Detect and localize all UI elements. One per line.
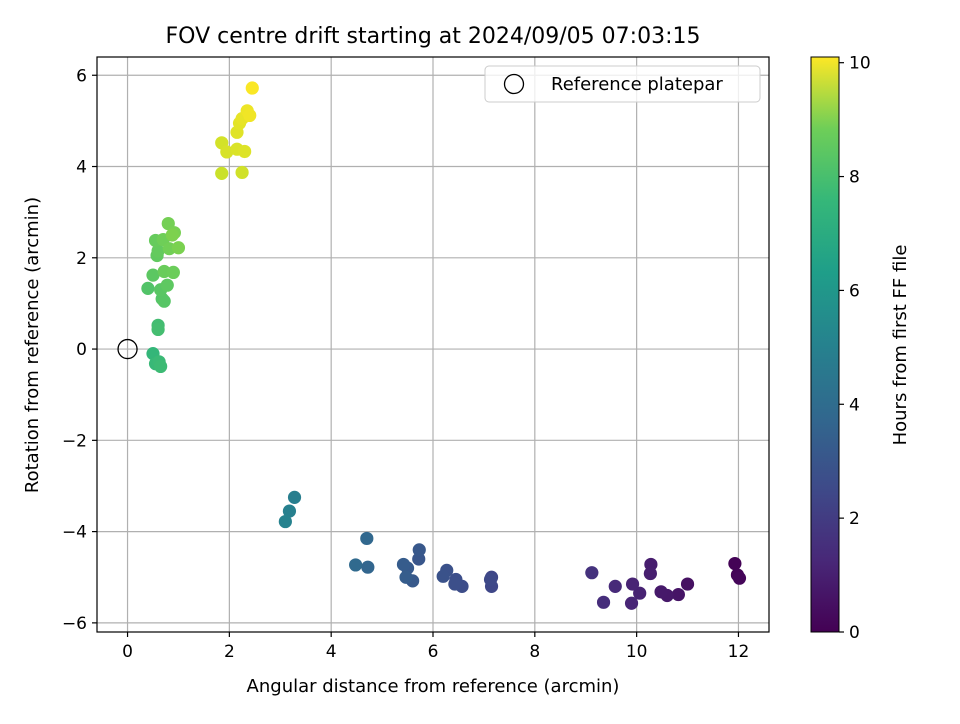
plot-frame: [96, 56, 770, 633]
y-axis-label: Rotation from reference (arcmin): [22, 197, 43, 493]
scatter-point: [146, 268, 160, 282]
y-tick-label: 6: [76, 66, 87, 86]
scatter-point: [160, 278, 174, 292]
scatter-point: [151, 322, 165, 337]
chart-title: FOV centre drift starting at 2024/09/05 …: [166, 24, 701, 49]
scatter-point: [235, 165, 249, 180]
x-tick-label: 0: [122, 642, 133, 662]
scatter-point: [608, 579, 622, 593]
scatter-point: [141, 281, 155, 295]
legend-box: [484, 65, 761, 103]
colorbar: 0 2 4 6 8 10 Hours from first FF file: [810, 54, 911, 643]
scatter-point: [238, 144, 252, 159]
scatter-point: [282, 504, 297, 518]
scatter-point: [349, 558, 363, 572]
axis-ticks: 0 2 4 6 8 10 12 −6 −4 −2 0 2 4 6: [62, 66, 749, 662]
scatter-point: [412, 543, 426, 557]
scatter-point: [654, 585, 668, 599]
scatter-point: [151, 244, 165, 258]
data-points: [117, 81, 747, 610]
x-axis-label: Angular distance from reference (arcmin): [247, 676, 620, 697]
y-tick-label: 2: [76, 249, 87, 269]
x-tick-label: 2: [224, 642, 235, 662]
colorbar-tick-label: 8: [849, 168, 860, 188]
scatter-point: [215, 166, 229, 180]
x-tick-label: 4: [326, 642, 337, 662]
colorbar-ticks: 0 2 4 6 8 10: [839, 54, 871, 643]
y-tick-label: 0: [76, 340, 87, 360]
scatter-point: [680, 577, 695, 591]
colorbar-tick-label: 0: [849, 623, 860, 643]
scatter-point: [396, 557, 411, 572]
scatter-point: [585, 566, 599, 580]
scatter-point: [728, 556, 742, 571]
scatter-point: [287, 490, 302, 504]
scatter-point: [243, 108, 257, 123]
legend: Reference platepar: [484, 65, 761, 103]
y-tick-label: −4: [62, 523, 87, 543]
scatter-point: [166, 265, 180, 279]
scatter-point: [278, 514, 292, 529]
colorbar-gradient: [810, 56, 840, 633]
scatter-point: [399, 570, 413, 584]
scatter-point: [643, 566, 657, 581]
scatter-point: [220, 145, 234, 159]
grid-lines: [97, 57, 769, 632]
scatter-point: [483, 572, 498, 587]
y-tick-label: 4: [76, 158, 87, 178]
legend-entry-label: Reference platepar: [551, 74, 723, 95]
scatter-point: [596, 595, 611, 609]
scatter-point: [171, 241, 186, 255]
x-tick-label: 10: [626, 642, 648, 662]
scatter-point: [448, 577, 462, 591]
scatter-point: [361, 560, 375, 574]
reference-platepar-marker: [117, 338, 138, 360]
scatter-point: [625, 577, 640, 591]
scatter-point: [624, 596, 639, 610]
colorbar-label: Hours from first FF file: [890, 245, 911, 446]
scatter-point: [671, 587, 685, 602]
scatter-point: [165, 228, 179, 242]
scatter-point: [732, 571, 747, 585]
x-tick-label: 8: [529, 642, 540, 662]
scatter-point: [436, 569, 450, 583]
scatter-point: [360, 531, 374, 546]
y-tick-label: −2: [62, 431, 87, 451]
colorbar-tick-label: 4: [849, 395, 860, 415]
scatter-point: [633, 586, 647, 600]
x-tick-label: 12: [728, 642, 750, 662]
y-tick-label: −6: [62, 614, 87, 634]
scatter-point: [245, 81, 259, 95]
colorbar-tick-label: 6: [849, 281, 860, 301]
colorbar-tick-label: 10: [849, 54, 871, 74]
scatter-point: [157, 294, 171, 308]
colorbar-tick-label: 2: [849, 509, 860, 529]
x-tick-label: 6: [428, 642, 439, 662]
scatter-point: [154, 359, 168, 374]
legend-marker-open-circle: [503, 73, 525, 95]
